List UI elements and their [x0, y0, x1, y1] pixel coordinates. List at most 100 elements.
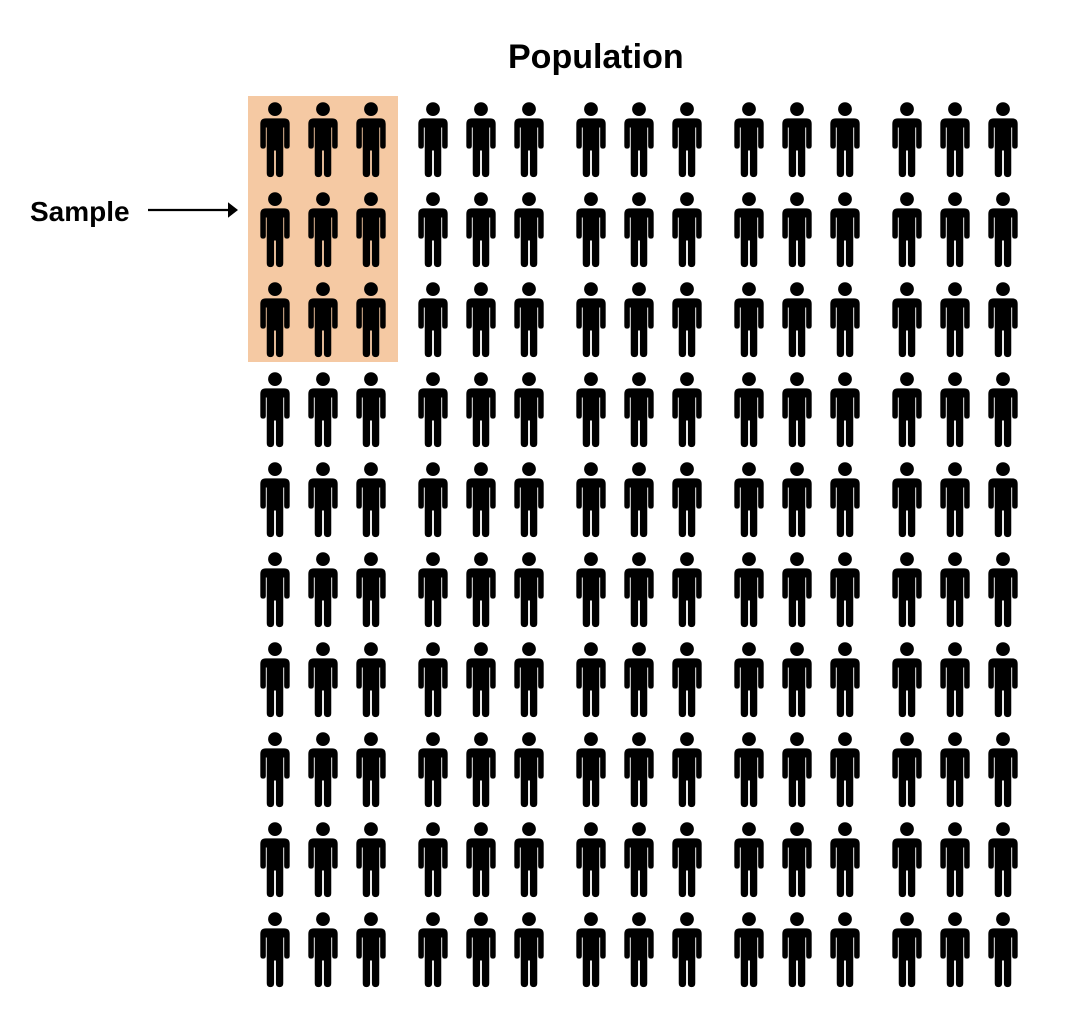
- person-icon: [980, 820, 1026, 898]
- person-icon: [884, 550, 930, 628]
- person-icon: [884, 370, 930, 448]
- person-icon: [458, 730, 504, 808]
- person-icon: [300, 640, 346, 718]
- grid-cluster: [726, 100, 868, 178]
- person-icon: [410, 190, 456, 268]
- person-icon: [506, 100, 552, 178]
- person-icon: [568, 370, 614, 448]
- person-icon: [410, 460, 456, 538]
- person-icon: [726, 640, 772, 718]
- person-icon: [410, 100, 456, 178]
- person-icon: [884, 640, 930, 718]
- person-icon: [616, 370, 662, 448]
- person-icon: [300, 820, 346, 898]
- grid-cluster: [884, 820, 1026, 898]
- person-icon: [980, 910, 1026, 988]
- population-grid: [252, 100, 1042, 1000]
- grid-row: [252, 190, 1042, 268]
- person-icon: [980, 640, 1026, 718]
- grid-cluster: [568, 280, 710, 358]
- person-icon: [884, 460, 930, 538]
- person-icon: [348, 100, 394, 178]
- grid-row: [252, 910, 1042, 988]
- person-icon: [932, 460, 978, 538]
- person-icon: [300, 550, 346, 628]
- person-icon: [822, 820, 868, 898]
- person-icon: [410, 550, 456, 628]
- person-icon: [774, 910, 820, 988]
- person-icon: [348, 550, 394, 628]
- grid-cluster: [410, 370, 552, 448]
- person-icon: [726, 820, 772, 898]
- grid-cluster: [884, 730, 1026, 808]
- person-icon: [568, 550, 614, 628]
- grid-cluster: [410, 910, 552, 988]
- grid-row: [252, 820, 1042, 898]
- person-icon: [664, 820, 710, 898]
- person-icon: [252, 550, 298, 628]
- person-icon: [252, 640, 298, 718]
- grid-cluster: [252, 460, 394, 538]
- person-icon: [664, 910, 710, 988]
- person-icon: [568, 280, 614, 358]
- person-icon: [726, 730, 772, 808]
- person-icon: [410, 820, 456, 898]
- person-icon: [616, 910, 662, 988]
- person-icon: [568, 820, 614, 898]
- person-icon: [252, 820, 298, 898]
- person-icon: [506, 640, 552, 718]
- person-icon: [616, 100, 662, 178]
- grid-cluster: [568, 820, 710, 898]
- person-icon: [252, 100, 298, 178]
- person-icon: [980, 550, 1026, 628]
- person-icon: [506, 190, 552, 268]
- person-icon: [980, 460, 1026, 538]
- person-icon: [506, 460, 552, 538]
- grid-row: [252, 460, 1042, 538]
- grid-cluster: [252, 550, 394, 628]
- grid-row: [252, 280, 1042, 358]
- grid-cluster: [726, 550, 868, 628]
- grid-cluster: [726, 640, 868, 718]
- grid-row: [252, 640, 1042, 718]
- person-icon: [932, 640, 978, 718]
- grid-cluster: [726, 910, 868, 988]
- person-icon: [458, 280, 504, 358]
- grid-cluster: [884, 280, 1026, 358]
- person-icon: [616, 190, 662, 268]
- person-icon: [884, 280, 930, 358]
- grid-cluster: [568, 550, 710, 628]
- person-icon: [726, 190, 772, 268]
- grid-cluster: [252, 640, 394, 718]
- person-icon: [458, 820, 504, 898]
- person-icon: [774, 550, 820, 628]
- grid-cluster: [410, 190, 552, 268]
- person-icon: [568, 640, 614, 718]
- person-icon: [252, 460, 298, 538]
- person-icon: [774, 370, 820, 448]
- grid-cluster: [726, 190, 868, 268]
- person-icon: [348, 730, 394, 808]
- grid-cluster: [252, 820, 394, 898]
- person-icon: [822, 100, 868, 178]
- person-icon: [726, 910, 772, 988]
- person-icon: [664, 280, 710, 358]
- grid-cluster: [252, 190, 394, 268]
- person-icon: [822, 280, 868, 358]
- grid-cluster: [884, 550, 1026, 628]
- person-icon: [726, 550, 772, 628]
- person-icon: [252, 910, 298, 988]
- grid-cluster: [410, 460, 552, 538]
- person-icon: [664, 640, 710, 718]
- person-icon: [410, 370, 456, 448]
- person-icon: [252, 370, 298, 448]
- person-icon: [664, 550, 710, 628]
- person-icon: [458, 100, 504, 178]
- grid-cluster: [252, 730, 394, 808]
- person-icon: [458, 460, 504, 538]
- sample-label: Sample: [30, 196, 130, 228]
- person-icon: [726, 370, 772, 448]
- person-icon: [300, 100, 346, 178]
- person-icon: [822, 370, 868, 448]
- person-icon: [568, 910, 614, 988]
